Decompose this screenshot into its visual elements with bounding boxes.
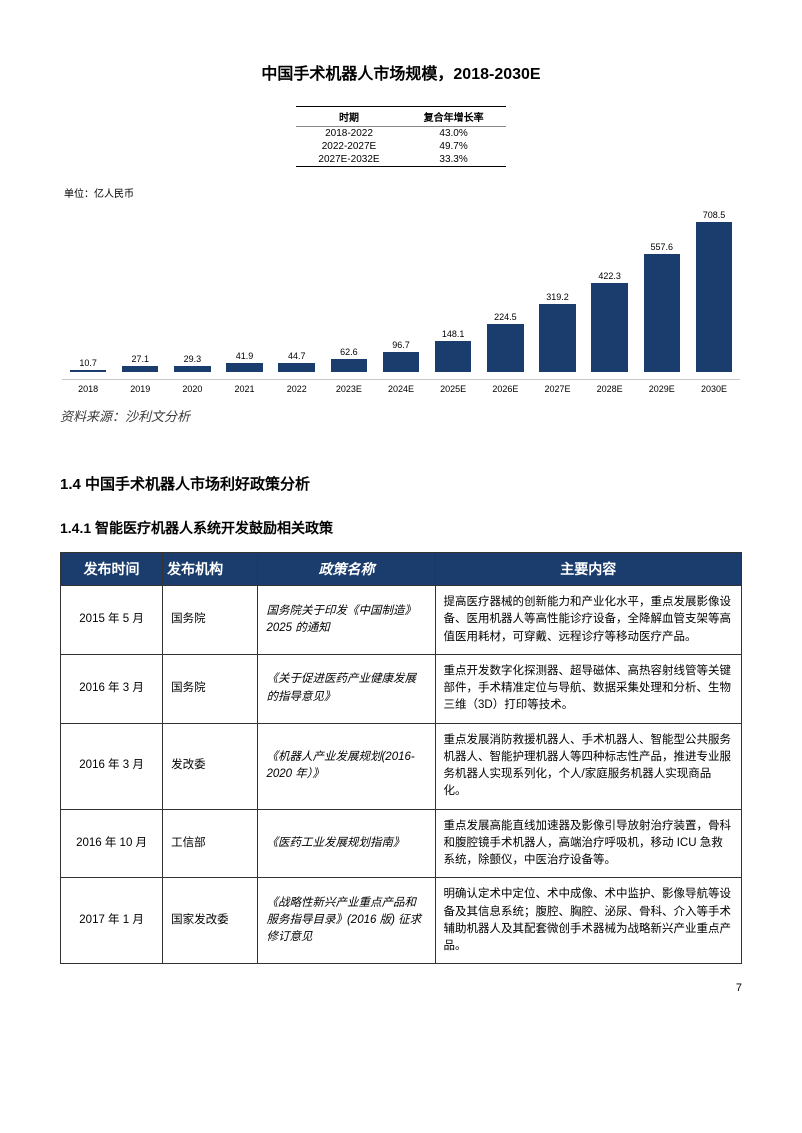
policy-org: 发改委 <box>163 723 258 809</box>
chart-unit-label: 单位：亿人民币 <box>60 185 742 200</box>
policy-org: 国务院 <box>163 654 258 723</box>
x-category-label: 2025E <box>427 379 479 394</box>
bar-chart: 10.7 27.1 29.3 41.9 44.7 62.6 96.7 148.1 224.5 31… <box>60 204 742 394</box>
x-category-label: 2027E <box>531 379 583 394</box>
policy-name: 国务院关于印发《中国制造》2025 的通知 <box>258 586 435 655</box>
bar-value-label: 422.3 <box>598 271 621 281</box>
policy-org: 工信部 <box>163 809 258 878</box>
policy-name: 《关于促进医药产业健康发展的指导意见》 <box>258 654 435 723</box>
policy-row: 2016 年 10 月工信部《医药工业发展规划指南》重点发展高能直线加速器及影像… <box>61 809 742 878</box>
bar-col: 27.1 <box>114 207 166 372</box>
bar-col: 708.5 <box>688 207 740 372</box>
policy-date: 2015 年 5 月 <box>61 586 163 655</box>
policy-name: 《机器人产业发展规划(2016-2020 年）》 <box>258 723 435 809</box>
bar-value-label: 44.7 <box>288 351 306 361</box>
policy-row: 2017 年 1 月国家发改委《战略性新兴产业重点产品和服务指导目录》(2016… <box>61 878 742 964</box>
bar-rect <box>226 363 263 372</box>
bar-value-label: 319.2 <box>546 292 569 302</box>
bar-col: 422.3 <box>584 207 636 372</box>
bar-value-label: 29.3 <box>184 354 202 364</box>
bar-rect <box>487 324 524 372</box>
x-category-label: 2021 <box>218 379 270 394</box>
cagr-period: 2018-2022 <box>296 127 401 141</box>
policy-row: 2016 年 3 月国务院《关于促进医药产业健康发展的指导意见》重点开发数字化探… <box>61 654 742 723</box>
policy-org: 国务院 <box>163 586 258 655</box>
cagr-rate: 49.7% <box>402 140 506 153</box>
bar-col: 96.7 <box>375 207 427 372</box>
x-category-label: 2023E <box>323 379 375 394</box>
bar-rect <box>696 222 733 372</box>
policy-header-org: 发布机构 <box>163 553 258 586</box>
cagr-table: 时期 复合年增长率 2018-202243.0%2022-2027E49.7%2… <box>296 106 505 167</box>
policy-date: 2016 年 3 月 <box>61 654 163 723</box>
bar-value-label: 557.6 <box>651 242 674 252</box>
bar-value-label: 27.1 <box>131 354 149 364</box>
policy-header-date: 发布时间 <box>61 553 163 586</box>
bar-rect <box>174 366 211 372</box>
x-category-label: 2019 <box>114 379 166 394</box>
x-category-label: 2024E <box>375 379 427 394</box>
x-category-label: 2028E <box>584 379 636 394</box>
section-heading-1-4: 1.4 中国手术机器人市场利好政策分析 <box>60 473 742 494</box>
bar-col: 148.1 <box>427 207 479 372</box>
cagr-period: 2027E-2032E <box>296 153 401 167</box>
bar-value-label: 224.5 <box>494 312 517 322</box>
policy-row: 2016 年 3 月发改委《机器人产业发展规划(2016-2020 年）》重点发… <box>61 723 742 809</box>
bar-rect <box>278 363 315 372</box>
bar-col: 319.2 <box>531 207 583 372</box>
policy-name: 《战略性新兴产业重点产品和服务指导目录》(2016 版) 征求修订意见 <box>258 878 435 964</box>
bar-col: 29.3 <box>166 207 218 372</box>
bar-rect <box>122 366 159 372</box>
policy-content: 重点发展高能直线加速器及影像引导放射治疗装置，骨科和腹腔镜手术机器人，高端治疗呼… <box>435 809 741 878</box>
bar-value-label: 708.5 <box>703 210 726 220</box>
x-category-label: 2029E <box>636 379 688 394</box>
policy-date: 2017 年 1 月 <box>61 878 163 964</box>
cagr-rate: 43.0% <box>402 127 506 141</box>
bar-col: 62.6 <box>323 207 375 372</box>
section-heading-1-4-1: 1.4.1 智能医疗机器人系统开发鼓励相关政策 <box>60 518 742 538</box>
policy-header-name: 政策名称 <box>258 553 435 586</box>
bar-value-label: 62.6 <box>340 347 358 357</box>
bar-value-label: 148.1 <box>442 329 465 339</box>
policy-header-content: 主要内容 <box>435 553 741 586</box>
chart-title: 中国手术机器人市场规模，2018-2030E <box>60 60 742 84</box>
bar-value-label: 41.9 <box>236 351 254 361</box>
x-category-label: 2020 <box>166 379 218 394</box>
page-number: 7 <box>60 982 742 994</box>
bar-col: 224.5 <box>479 207 531 372</box>
policy-date: 2016 年 10 月 <box>61 809 163 878</box>
bar-rect <box>644 254 681 372</box>
cagr-header-period: 时期 <box>296 107 401 127</box>
bar-col: 557.6 <box>636 207 688 372</box>
bar-value-label: 10.7 <box>79 358 97 368</box>
cagr-rate: 33.3% <box>402 153 506 167</box>
bar-rect <box>591 283 628 372</box>
bar-value-label: 96.7 <box>392 340 410 350</box>
policy-table: 发布时间 发布机构 政策名称 主要内容 2015 年 5 月国务院国务院关于印发… <box>60 552 742 964</box>
policy-content: 提高医疗器械的创新能力和产业化水平，重点发展影像设备、医用机器人等高性能诊疗设备… <box>435 586 741 655</box>
bar-col: 10.7 <box>62 207 114 372</box>
bar-rect <box>70 370 107 372</box>
source-note: 资料来源：沙利文分析 <box>60 406 742 425</box>
x-category-label: 2030E <box>688 379 740 394</box>
cagr-header-rate: 复合年增长率 <box>402 107 506 127</box>
bar-col: 44.7 <box>271 207 323 372</box>
bar-rect <box>539 304 576 372</box>
policy-name: 《医药工业发展规划指南》 <box>258 809 435 878</box>
cagr-period: 2022-2027E <box>296 140 401 153</box>
policy-content: 重点开发数字化探测器、超导磁体、高热容射线管等关键部件，手术精准定位与导航、数据… <box>435 654 741 723</box>
policy-content: 明确认定术中定位、术中成像、术中监护、影像导航等设备及其信息系统；腹腔、胸腔、泌… <box>435 878 741 964</box>
bar-rect <box>383 352 420 372</box>
x-category-label: 2018 <box>62 379 114 394</box>
bar-rect <box>331 359 368 372</box>
x-category-label: 2026E <box>479 379 531 394</box>
policy-row: 2015 年 5 月国务院国务院关于印发《中国制造》2025 的通知提高医疗器械… <box>61 586 742 655</box>
policy-org: 国家发改委 <box>163 878 258 964</box>
policy-content: 重点发展消防救援机器人、手术机器人、智能型公共服务机器人、智能护理机器人等四种标… <box>435 723 741 809</box>
policy-date: 2016 年 3 月 <box>61 723 163 809</box>
bar-col: 41.9 <box>218 207 270 372</box>
x-category-label: 2022 <box>271 379 323 394</box>
bar-rect <box>435 341 472 372</box>
